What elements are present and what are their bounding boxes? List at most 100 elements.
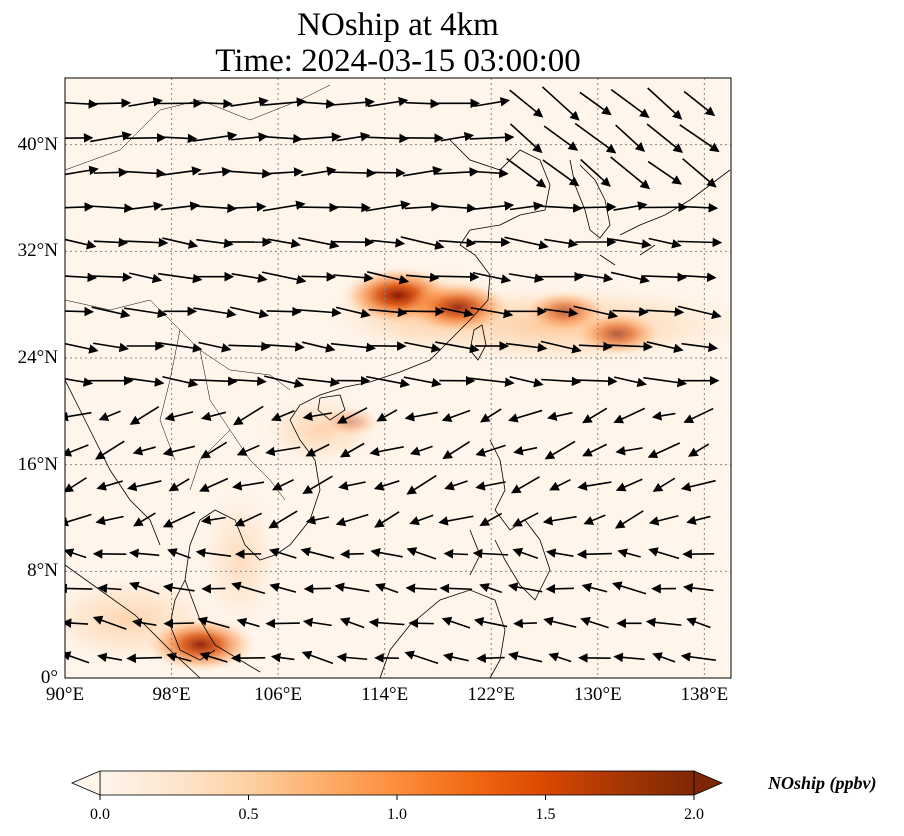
wind-arrow: [444, 480, 468, 491]
wind-arrow: [610, 89, 650, 118]
korea-coast: [569, 159, 611, 239]
wind-arrow: [65, 165, 99, 176]
wind-arrow: [339, 617, 365, 629]
wind-arrow: [406, 547, 437, 560]
wind-arrow: [303, 583, 331, 594]
wind-arrow: [301, 166, 337, 177]
concentration-hotspot: [406, 281, 510, 334]
wind-arrow: [271, 479, 294, 491]
wind-arrow: [162, 237, 199, 249]
wind-arrow: [545, 584, 574, 594]
wind-arrow: [613, 376, 647, 388]
wind-arrow: [504, 236, 549, 250]
wind-arrow: [265, 618, 300, 629]
wind-arrow: [95, 440, 125, 460]
wind-arrow: [614, 510, 644, 529]
wind-arrow: [683, 90, 716, 117]
wind-arrow: [548, 652, 572, 663]
wind-arrow: [479, 512, 503, 527]
colorbar-tick-label: 0.0: [90, 806, 110, 823]
wind-arrow: [575, 202, 617, 212]
concentration-field: [65, 265, 731, 672]
wind-arrow: [371, 238, 406, 248]
wind-arrow: [370, 168, 406, 178]
wind-arrow: [301, 650, 334, 665]
wind-arrow: [574, 376, 618, 386]
wind-arrow: [475, 444, 506, 457]
wind-arrow: [302, 411, 333, 422]
wind-arrow: [262, 97, 307, 107]
wind-arrow: [297, 377, 341, 387]
wind-arrow: [408, 618, 434, 629]
wind-arrow: [469, 377, 515, 387]
lat-tick-label: 40°N: [17, 133, 58, 155]
wind-arrow: [687, 443, 710, 457]
wind-arrow: [580, 158, 611, 187]
wind-arrow: [438, 237, 477, 248]
wind-arrow: [370, 547, 403, 558]
sumatra-coast: [65, 564, 201, 678]
wind-arrow: [376, 409, 398, 422]
wind-arrow: [442, 441, 471, 460]
wind-arrow: [336, 407, 368, 424]
wind-arrow: [469, 201, 515, 211]
wind-arrow: [300, 547, 335, 559]
wind-arrow: [507, 582, 543, 593]
colorbar: [70, 770, 724, 800]
wind-arrow: [369, 446, 404, 457]
wind-arrow: [443, 549, 469, 559]
wind-arrow: [473, 237, 511, 248]
wind-arrow: [409, 514, 434, 526]
wind-arrow: [576, 549, 612, 560]
wind-arrow: [679, 124, 720, 153]
wind-arrow: [573, 305, 619, 320]
wind-arrow: [168, 478, 190, 492]
wind-arrow: [125, 168, 167, 179]
wind-arrow: [582, 443, 608, 457]
wind-arrow: [270, 652, 295, 663]
wind-arrow: [686, 617, 711, 629]
wind-arrow: [543, 125, 579, 151]
wind-arrow: [578, 341, 613, 352]
wind-arrow: [229, 306, 270, 319]
wind-arrow: [128, 97, 163, 107]
wind-arrow: [476, 653, 505, 663]
lon-tick-label: 138°E: [680, 684, 729, 705]
wind-arrow: [164, 411, 194, 422]
wind-arrow: [270, 410, 295, 422]
wind-arrow: [374, 511, 400, 528]
wind-arrow: [683, 583, 714, 593]
wind-arrow: [646, 123, 684, 154]
wind-arrow: [645, 617, 682, 628]
wind-arrow: [126, 653, 162, 664]
wind-arrow: [473, 97, 511, 108]
wind-arrow: [192, 203, 237, 213]
wind-arrow: [615, 124, 646, 152]
wind-arrow: [197, 616, 230, 629]
wind-arrow: [403, 376, 442, 388]
wind-arrow: [681, 342, 719, 353]
wind-arrow: [475, 168, 509, 178]
wind-arrow: [579, 91, 612, 116]
wind-arrow: [65, 444, 89, 457]
wind-arrow: [199, 477, 229, 492]
wind-arrow: [541, 86, 580, 121]
wind-arrow: [375, 583, 399, 594]
wind-arrow: [269, 547, 297, 559]
wind-arrow: [201, 411, 227, 421]
wind-arrow: [126, 377, 165, 387]
wind-arrow: [162, 375, 199, 388]
wind-arrow: [472, 548, 509, 559]
wind-arrow: [648, 237, 682, 249]
wind-arrow: [404, 341, 442, 353]
wind-arrow: [95, 515, 124, 526]
wind-arrow: [133, 512, 156, 527]
wind-arrow: [406, 474, 437, 495]
wind-arrow: [544, 440, 576, 460]
wind-arrow: [336, 652, 368, 663]
concentration-hotspot: [146, 617, 255, 672]
wind-arrow: [192, 376, 238, 387]
wind-arrow: [441, 409, 471, 422]
wind-arrow: [232, 202, 267, 212]
wind-arrow: [613, 652, 645, 663]
